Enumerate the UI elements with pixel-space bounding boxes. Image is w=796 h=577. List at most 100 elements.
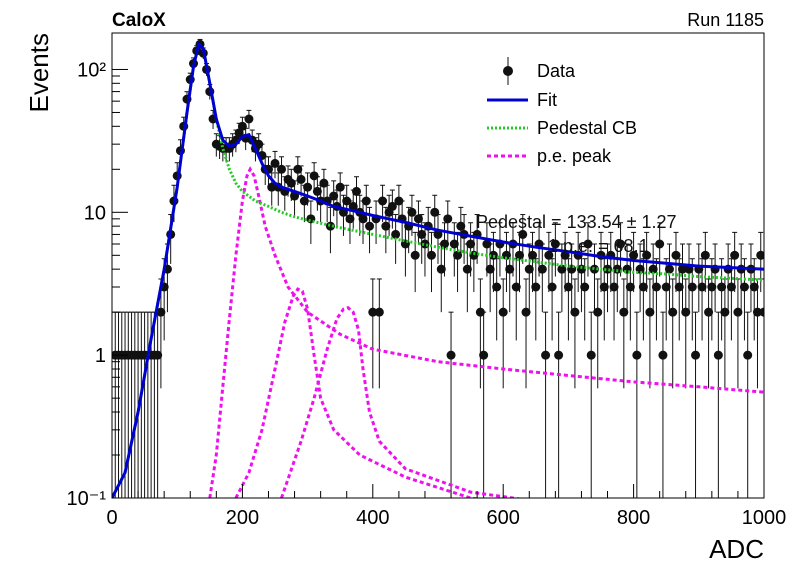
data-point-marker — [466, 239, 476, 249]
data-point — [720, 278, 730, 389]
data-point-marker — [485, 264, 495, 274]
data-point-marker — [629, 250, 639, 260]
data-point — [296, 165, 306, 197]
legend-data-label: Data — [537, 61, 576, 81]
data-point-marker — [436, 264, 446, 274]
data-point-marker — [374, 307, 384, 317]
data-point-marker — [599, 282, 609, 292]
data-point — [717, 258, 727, 341]
data-point-marker — [528, 250, 538, 260]
data-point-marker — [541, 350, 551, 360]
data-point-marker — [358, 214, 368, 224]
data-point — [580, 258, 590, 341]
data-point-marker — [661, 282, 671, 292]
data-points-layer — [112, 38, 764, 498]
run-label: Run 1185 — [687, 10, 764, 30]
data-point-marker — [704, 307, 714, 317]
data-point — [156, 278, 166, 389]
data-point-marker — [570, 307, 580, 317]
x-tick-label: 400 — [356, 507, 389, 529]
data-point-marker — [456, 221, 466, 231]
data-point-marker — [576, 264, 586, 274]
data-point-marker — [299, 196, 309, 206]
data-point-marker — [645, 307, 655, 317]
data-point-marker — [612, 264, 622, 274]
data-point — [599, 258, 609, 341]
data-point — [329, 180, 339, 217]
data-point-marker — [563, 282, 573, 292]
data-point-marker — [619, 307, 629, 317]
data-point — [612, 243, 622, 313]
data-point-marker — [342, 196, 352, 206]
x-axis: 0 200 400 600 800 1000 — [106, 484, 786, 529]
data-point-marker — [511, 282, 521, 292]
data-point-marker — [697, 282, 707, 292]
data-point — [352, 176, 361, 211]
data-point-marker — [440, 239, 450, 249]
data-point — [335, 172, 345, 206]
data-point-marker — [749, 282, 759, 292]
data-point — [309, 162, 319, 193]
data-point-marker — [638, 282, 648, 292]
data-point — [674, 258, 684, 341]
data-point-marker — [678, 264, 687, 274]
data-point-marker — [651, 282, 661, 292]
data-point-marker — [733, 307, 743, 317]
data-point-marker — [720, 307, 730, 317]
data-point-marker — [632, 350, 642, 360]
data-point-marker — [296, 174, 306, 184]
data-point — [492, 258, 502, 341]
data-point — [759, 278, 764, 389]
data-point-marker — [625, 282, 635, 292]
legend-entry-pe: p.e. peak — [487, 146, 612, 166]
y-tick-label: 1 — [95, 345, 106, 367]
data-point — [664, 243, 674, 313]
data-point — [563, 258, 573, 341]
data-point-marker — [730, 250, 740, 260]
data-point — [270, 150, 280, 179]
data-point-marker — [325, 221, 335, 231]
legend-pe-label: p.e. peak — [537, 146, 612, 166]
plot-frame — [111, 32, 765, 499]
data-point-marker — [547, 282, 557, 292]
data-point-marker — [717, 282, 727, 292]
data-point-marker — [498, 307, 508, 317]
data-point — [583, 222, 593, 277]
data-point — [739, 258, 749, 341]
data-point-marker — [482, 239, 492, 249]
data-point — [371, 200, 381, 244]
legend-entry-fit: Fit — [487, 90, 557, 110]
data-point-marker — [691, 350, 701, 360]
data-point — [518, 214, 528, 264]
data-point-marker — [674, 282, 684, 292]
data-point — [570, 278, 580, 389]
pe-peak-curve-3 — [280, 306, 524, 498]
data-point — [743, 311, 753, 498]
data-point-marker — [501, 250, 511, 260]
data-point — [749, 258, 759, 341]
x-tick-label: 600 — [487, 507, 520, 529]
data-point-marker — [593, 307, 603, 317]
data-point — [466, 222, 476, 277]
data-point — [312, 176, 322, 211]
data-point-marker — [277, 164, 287, 174]
fit-result-pedestal: Pedestal = 133.54 ± 1.27 — [476, 212, 677, 232]
data-point — [303, 172, 313, 206]
data-point-marker — [394, 196, 404, 206]
data-point — [290, 180, 300, 217]
data-point — [456, 206, 466, 254]
data-point — [475, 278, 485, 389]
data-point-marker — [156, 307, 166, 317]
data-point — [446, 311, 456, 498]
data-point-marker — [518, 229, 528, 239]
data-point-marker — [443, 214, 453, 224]
data-point-marker — [303, 182, 313, 192]
data-point-marker — [329, 191, 339, 201]
data-point-marker — [378, 196, 388, 206]
data-point-marker — [707, 282, 717, 292]
x-tick-label: 1000 — [742, 507, 787, 529]
y-axis: 10⁻¹ 1 10 10² — [67, 59, 128, 510]
data-point-marker — [743, 350, 753, 360]
data-point — [417, 214, 427, 264]
